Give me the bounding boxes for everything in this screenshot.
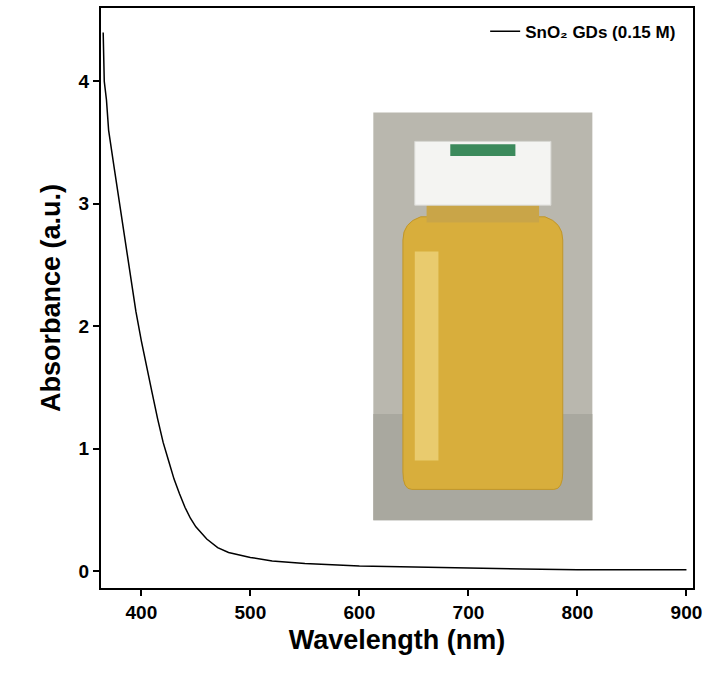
svg-text:400: 400 bbox=[125, 602, 157, 623]
svg-text:0: 0 bbox=[79, 561, 90, 582]
svg-text:4: 4 bbox=[79, 71, 90, 92]
svg-text:SnO₂ GDs (0.15 M): SnO₂ GDs (0.15 M) bbox=[525, 23, 675, 42]
svg-text:Absorbance (a.u.): Absorbance (a.u.) bbox=[36, 184, 66, 412]
svg-text:Wavelength (nm): Wavelength (nm) bbox=[289, 625, 506, 655]
svg-text:3: 3 bbox=[79, 193, 90, 214]
svg-text:800: 800 bbox=[562, 602, 594, 623]
svg-text:1: 1 bbox=[79, 438, 90, 459]
svg-text:600: 600 bbox=[344, 602, 376, 623]
svg-text:900: 900 bbox=[671, 602, 703, 623]
svg-text:2: 2 bbox=[79, 316, 90, 337]
svg-text:500: 500 bbox=[235, 602, 267, 623]
svg-text:700: 700 bbox=[453, 602, 485, 623]
